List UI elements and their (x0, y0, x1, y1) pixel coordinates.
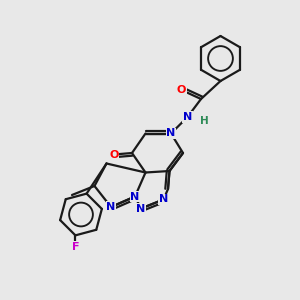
Text: O: O (109, 149, 119, 160)
Text: N: N (167, 128, 176, 139)
Text: N: N (106, 202, 116, 212)
Text: N: N (183, 112, 192, 122)
Text: N: N (136, 203, 146, 214)
Text: H: H (200, 116, 208, 127)
Text: O: O (177, 85, 186, 95)
Text: N: N (130, 191, 140, 202)
Text: F: F (72, 242, 79, 252)
Text: N: N (159, 194, 168, 205)
